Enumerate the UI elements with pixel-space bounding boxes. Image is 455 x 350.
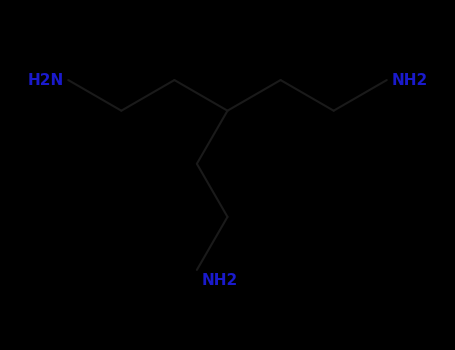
Text: H2N: H2N (28, 72, 64, 88)
Text: NH2: NH2 (201, 273, 238, 288)
Text: NH2: NH2 (391, 72, 427, 88)
